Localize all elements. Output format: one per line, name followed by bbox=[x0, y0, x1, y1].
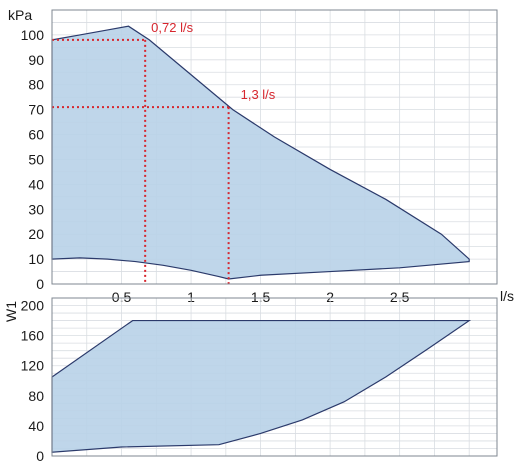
pressure-operating-area bbox=[51, 25, 470, 280]
bot-y-tick-label: 0 bbox=[36, 448, 44, 461]
top-y-tick-label: 20 bbox=[28, 226, 44, 242]
power-chart-frame bbox=[51, 297, 498, 457]
x-tick-label: 2 bbox=[326, 289, 334, 305]
bot-y-tick-label: 120 bbox=[21, 358, 45, 374]
bot-y-tick-label: 200 bbox=[21, 298, 45, 314]
power-y-ticks: 0 40 80 120 160 200 bbox=[21, 298, 45, 461]
flow-unit-label: l/s bbox=[500, 288, 514, 304]
operating-point-label: 1,3 l/s bbox=[241, 87, 276, 102]
top-y-tick-label: 70 bbox=[28, 102, 44, 118]
top-y-tick-label: 0 bbox=[36, 276, 44, 292]
pressure-chart-markers: 0,72 l/s 1,3 l/s bbox=[52, 20, 276, 284]
bot-y-tick-label: 160 bbox=[21, 328, 45, 344]
bot-y-tick-label: 80 bbox=[28, 388, 44, 404]
power-chart: 0 40 80 120 160 200 W1 bbox=[3, 297, 498, 461]
bot-y-tick-label: 40 bbox=[28, 418, 44, 434]
power-operating-area bbox=[51, 319, 472, 453]
x-tick-label: 2.5 bbox=[390, 289, 410, 305]
x-tick-label: 1.5 bbox=[251, 289, 271, 305]
pressure-chart: 0,72 l/s 1,3 l/s 0 10 20 30 40 50 60 70 80 90 100 0… bbox=[8, 7, 514, 305]
operating-point-label: 0,72 l/s bbox=[151, 20, 193, 35]
top-y-tick-label: 50 bbox=[28, 151, 44, 167]
flow-x-ticks: 0.5 1 1.5 2 2.5 bbox=[112, 289, 410, 305]
top-y-tick-label: 10 bbox=[28, 251, 44, 267]
top-y-tick-label: 100 bbox=[21, 27, 45, 43]
power-unit-label: W1 bbox=[3, 301, 19, 322]
top-y-tick-label: 40 bbox=[28, 176, 44, 192]
top-y-tick-label: 30 bbox=[28, 201, 44, 217]
x-tick-label: 0.5 bbox=[112, 289, 132, 305]
top-y-tick-label: 80 bbox=[28, 77, 44, 93]
x-tick-label: 1 bbox=[187, 289, 195, 305]
top-y-tick-label: 90 bbox=[28, 52, 44, 68]
pressure-chart-frame bbox=[51, 9, 498, 285]
top-y-tick-label: 60 bbox=[28, 127, 44, 143]
pressure-y-ticks: 0 10 20 30 40 50 60 70 80 90 100 bbox=[21, 27, 45, 292]
pressure-unit-label: kPa bbox=[8, 7, 32, 23]
